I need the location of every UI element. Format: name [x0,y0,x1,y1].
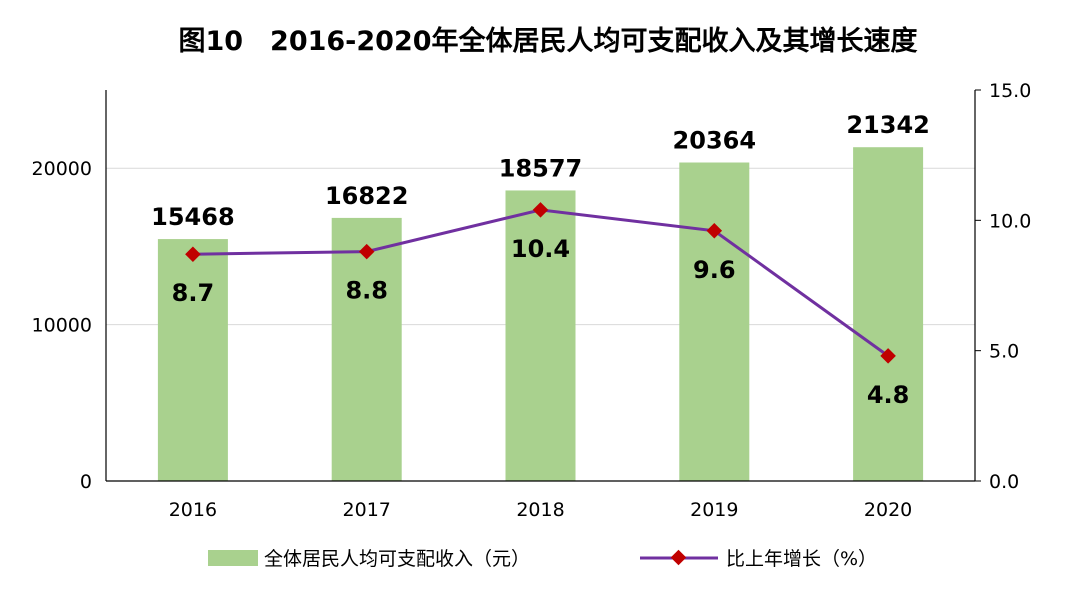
left-tick-label: 0 [80,471,92,493]
income-bar [157,239,228,481]
growth-data-label: 8.8 [345,277,388,305]
income-bar [679,162,750,482]
growth-data-label: 10.4 [511,235,570,263]
income-data-label: 21342 [846,111,930,139]
legend: 全体居民人均可支配收入（元） 比上年增长（%） [208,548,877,570]
income-data-label: 16822 [325,182,409,210]
x-tick-label: 2020 [864,499,912,521]
legend-marker-swatch [670,549,687,566]
growth-marker [358,243,375,260]
right-tick-label: 5.0 [989,341,1019,363]
income-data-label: 20364 [673,127,757,155]
income-bar [505,190,576,481]
growth-data-label: 4.8 [867,381,910,409]
legend-bar-label: 全体居民人均可支配收入（元） [264,548,530,570]
chart-title: 图10 2016-2020年全体居民人均可支配收入及其增长速度 [178,25,917,57]
growth-data-label: 8.7 [172,279,215,307]
income-data-label: 15468 [151,203,235,231]
legend-line-label: 比上年增长（%） [726,548,877,570]
left-tick-label: 10000 [32,315,92,337]
growth-marker [532,202,549,218]
growth-data-label: 9.6 [693,256,736,284]
growth-marker [706,222,723,239]
right-tick-label: 15.0 [989,80,1031,102]
right-tick-label: 0.0 [989,471,1019,493]
left-tick-label: 20000 [32,158,92,180]
income-data-label: 18577 [499,154,583,182]
income-bar [331,217,402,481]
x-tick-label: 2017 [343,499,391,521]
legend-bar-swatch [208,550,258,566]
right-tick-label: 10.0 [989,210,1031,232]
growth-marker [185,246,201,262]
x-tick-label: 2016 [169,499,217,521]
x-tick-label: 2019 [690,499,738,521]
income-bar [853,147,924,481]
x-tick-label: 2018 [516,499,564,521]
